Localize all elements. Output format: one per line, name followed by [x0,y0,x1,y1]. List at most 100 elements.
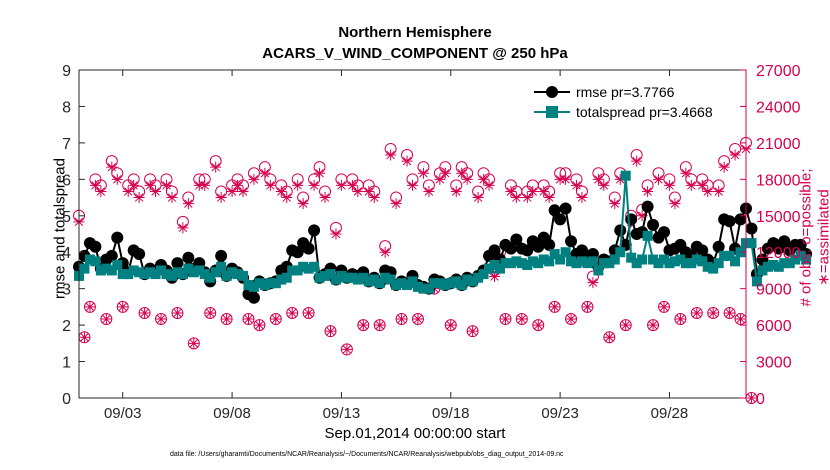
totalspread-point [434,278,445,289]
totalspread-point [795,250,806,261]
totalspread-point [538,254,549,265]
totalspread-point [604,258,615,269]
x-tick-label: 09/28 [651,405,689,422]
obs-assimilated-point [363,185,375,197]
obs-assimilated-point [324,325,336,337]
totalspread-point [341,272,352,283]
totalspread-point [467,276,478,287]
y2-tick-label: 18000 [756,172,801,189]
totalspread-point [380,272,391,283]
rmse-point [554,213,567,226]
totalspread-point [566,256,577,267]
totalspread-point [746,238,757,249]
totalspread-point [369,274,380,285]
obs-assimilated-point [122,185,134,197]
obs-assimilated-point [286,307,298,319]
obs-assimilated-point [499,313,511,325]
rmse-point [565,235,578,248]
y2-tick-label: 12000 [756,245,801,262]
obs-assimilated-point [226,185,238,197]
rmse-point [734,213,747,226]
totalspread-point [292,265,303,276]
rmse-point [488,244,501,257]
totalspread-point [183,263,194,274]
obs-assimilated-point [729,149,741,161]
y-tick-label: 0 [62,391,71,408]
obs-assimilated-point [691,307,703,319]
totalspread-point [358,272,369,283]
obs-assimilated-point [100,313,112,325]
obs-assimilated-point [603,331,615,343]
legend-swatch-rmse [534,86,570,98]
totalspread-point [533,258,544,269]
obs-assimilated-point [456,167,468,179]
rmse-point [111,231,124,244]
totalspread-point [194,265,205,276]
totalspread-point [505,258,516,269]
totalspread-point [697,256,708,267]
obs-assimilated-point [647,319,659,331]
y-tick-label: 5 [62,209,71,226]
totalspread-point [232,269,243,280]
obs-assimilated-point [150,185,162,197]
totalspread-point [84,254,95,265]
totalspread-point [320,270,331,281]
obs-assimilated-point [215,192,227,204]
totalspread-point [522,259,533,270]
totalspread-point [494,263,505,274]
obs-assimilated-point [368,192,380,204]
obs-assimilated-point [702,185,714,197]
y2-tick-label: 0 [756,391,765,408]
totalspread-point [527,256,538,267]
obs-assimilated-point [139,307,151,319]
totalspread-point [199,269,210,280]
totalspread-point [680,258,691,269]
totalspread-point [801,254,812,265]
obs-assimilated-point [182,198,194,210]
totalspread-point [560,247,571,258]
totalspread-point [385,274,396,285]
rmse-point [647,218,660,231]
totalspread-point [615,247,626,258]
totalspread-point [790,254,801,265]
obs-assimilated-point [166,192,178,204]
obs-assimilated-point [598,179,610,191]
obs-assimilated-point [281,192,293,204]
obs-assimilated-point [412,313,424,325]
obs-assimilated-point [253,319,265,331]
obs-assimilated-point [674,313,686,325]
obs-assimilated-point [374,319,386,331]
totalspread-point [352,274,363,285]
totalspread-point [484,263,495,274]
obs-assimilated-point [106,161,118,173]
totalspread-point [402,280,413,291]
totalspread-point [631,258,642,269]
y-tick-label: 4 [62,245,71,262]
totalspread-point [145,267,156,278]
rmse-point [510,233,523,246]
obs-assimilated-point [346,179,358,191]
y-tick-label: 6 [62,172,71,189]
obs-assimilated-point [560,173,572,185]
totalspread-point [90,256,101,267]
totalspread-point [489,259,500,270]
y-tick-label: 3 [62,282,71,299]
obs-assimilated-point [171,307,183,319]
totalspread-point [478,269,489,280]
totalspread-point [429,278,440,289]
obs-assimilated-point [696,179,708,191]
obs-assimilated-point [133,192,145,204]
totalspread-point [549,249,560,260]
rmse-point [215,249,228,262]
obs-assimilated-point [472,192,484,204]
totalspread-point [653,258,664,269]
x-tick-label: 09/23 [541,405,579,422]
totalspread-point [248,281,259,292]
totalspread-point [270,278,281,289]
totalspread-point [238,270,249,281]
totalspread-point [713,258,724,269]
obs-assimilated-point [467,325,479,337]
x-tick-label: 09/13 [323,405,361,422]
obs-assimilated-point [308,179,320,191]
totalspread-point [117,269,128,280]
